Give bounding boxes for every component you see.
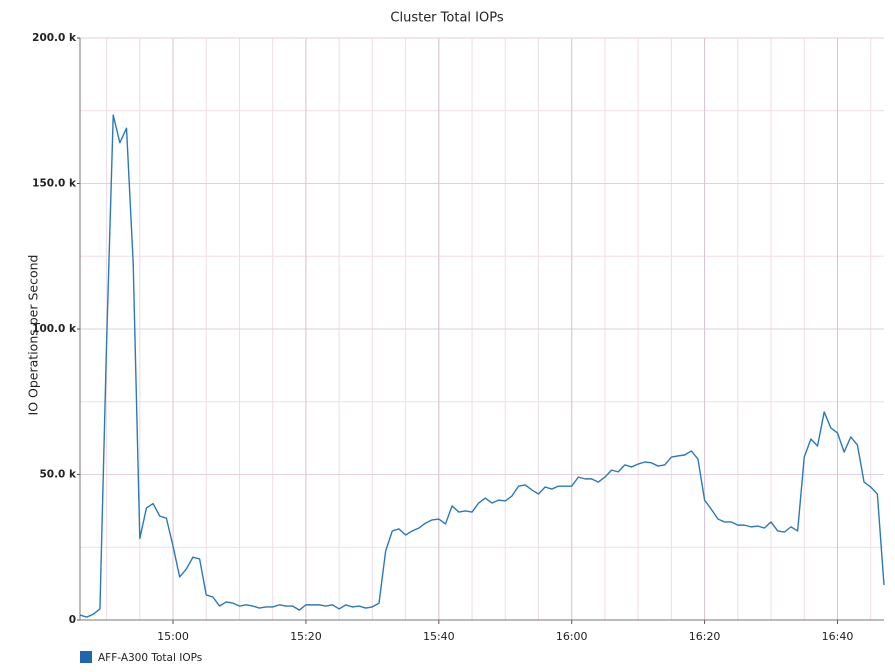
- chart-title: Cluster Total IOPs: [390, 11, 503, 26]
- y-axis-label: IO Operations per Second: [26, 255, 41, 416]
- legend-swatch: [80, 651, 92, 663]
- x-tick-label: 15:20: [290, 630, 322, 643]
- y-tick-label: 100.0 k: [32, 323, 77, 335]
- x-tick-label: 16:00: [556, 630, 588, 643]
- series-line: [79, 114, 885, 618]
- y-tick-label: 0: [69, 614, 76, 626]
- x-tick-label: 16:40: [822, 630, 854, 643]
- x-tick-label: 15:00: [157, 630, 189, 643]
- y-tick-label: 200.0 k: [32, 32, 77, 44]
- x-tick-label: 16:20: [689, 630, 721, 643]
- y-tick-label: 150.0 k: [32, 178, 77, 190]
- legend-label: AFF-A300 Total IOPs: [98, 652, 202, 664]
- y-tick-label: 50.0 k: [39, 469, 77, 481]
- x-tick-label: 15:40: [423, 630, 455, 643]
